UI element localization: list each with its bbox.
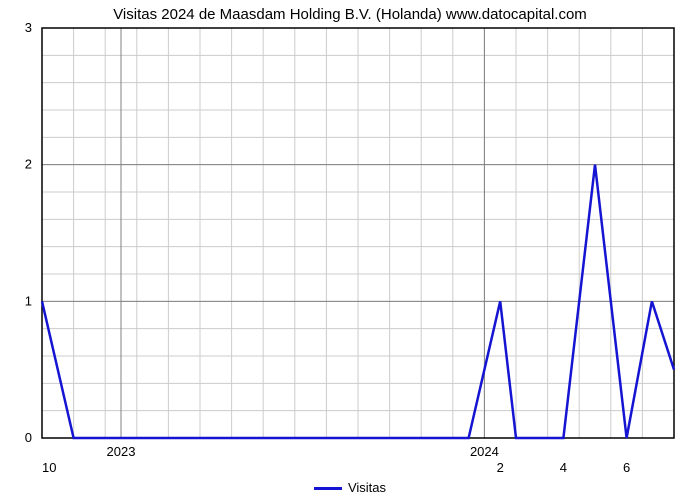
svg-text:2023: 2023 (107, 444, 136, 459)
svg-text:2024: 2024 (470, 444, 499, 459)
svg-text:2: 2 (25, 157, 32, 172)
svg-text:6: 6 (623, 460, 630, 475)
chart-container: Visitas 2024 de Maasdam Holding B.V. (Ho… (0, 0, 700, 500)
legend-label: Visitas (348, 480, 386, 495)
svg-text:4: 4 (560, 460, 567, 475)
svg-text:10: 10 (42, 460, 56, 475)
svg-text:1: 1 (25, 293, 32, 308)
svg-text:3: 3 (25, 20, 32, 35)
chart-plot: 0 1 2 3 2023 2024 10 2 4 6 (12, 18, 700, 488)
svg-text:0: 0 (25, 430, 32, 445)
svg-text:2: 2 (497, 460, 504, 475)
chart-legend: Visitas (0, 480, 700, 495)
legend-swatch (314, 487, 342, 490)
